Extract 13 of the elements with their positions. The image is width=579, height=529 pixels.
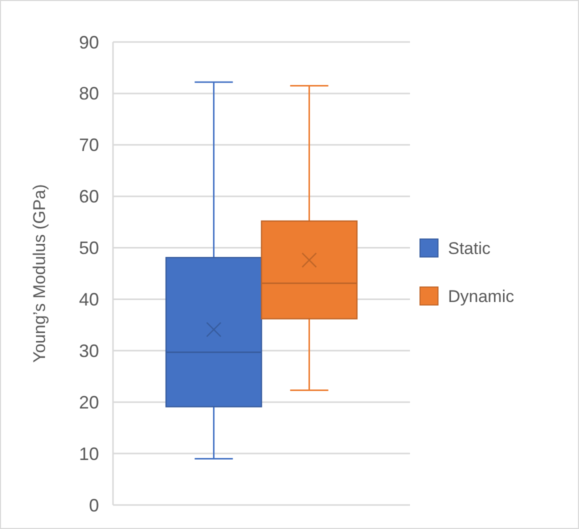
- y-tick-label: 10: [78, 444, 99, 464]
- y-tick-label: 40: [78, 290, 99, 310]
- y-axis-title: Young’s Modulus (GPa): [30, 184, 49, 363]
- y-tick-label: 70: [78, 135, 99, 156]
- y-tick-label: 90: [78, 32, 99, 52]
- y-tick-label: 50: [78, 238, 99, 258]
- legend-label: Static: [448, 239, 492, 258]
- y-tick-label: 80: [78, 84, 99, 104]
- y-tick-label: 30: [78, 340, 99, 361]
- y-tick-label: 60: [78, 186, 99, 207]
- legend-label: Dynamic: [448, 287, 515, 306]
- y-tick-label: 0: [88, 495, 99, 516]
- y-tick-label: 20: [78, 392, 99, 412]
